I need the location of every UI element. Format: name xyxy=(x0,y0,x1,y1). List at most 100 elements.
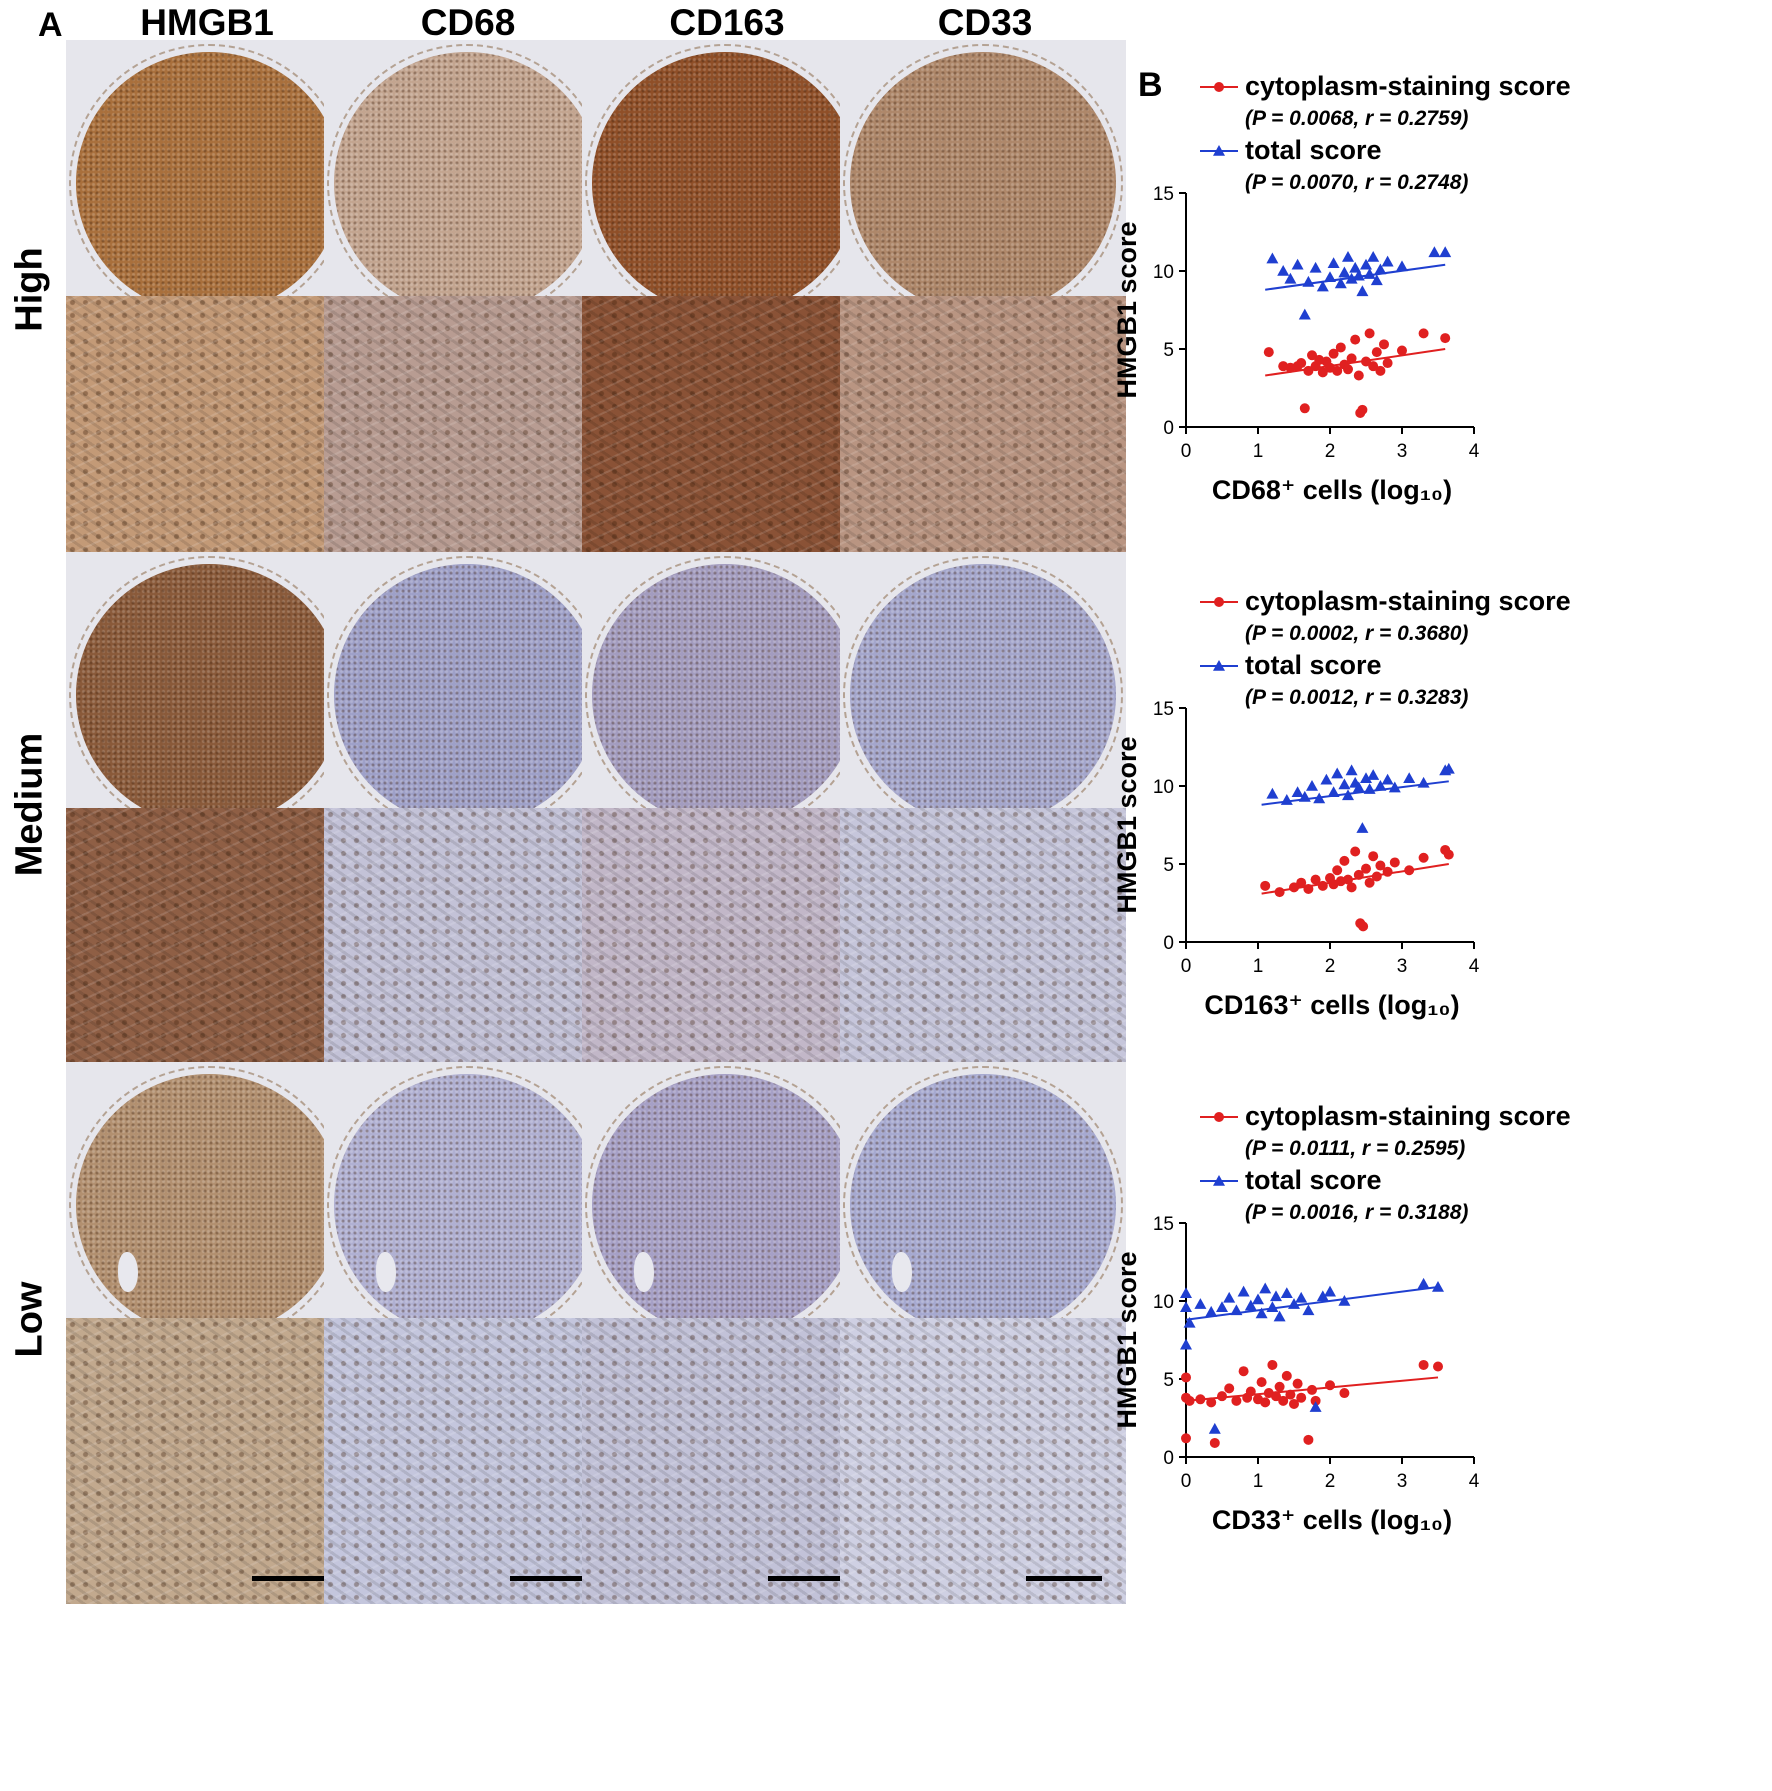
data-point xyxy=(1291,786,1304,798)
data-point xyxy=(1381,773,1394,785)
column-header-hmgb1: HMGB1 xyxy=(140,2,274,43)
regression-line xyxy=(1185,1285,1439,1321)
data-point xyxy=(1303,365,1314,376)
data-point xyxy=(1371,347,1382,358)
data-point xyxy=(1327,257,1340,268)
micrograph-high-cd68-zoom xyxy=(324,296,610,582)
data-point xyxy=(1252,1293,1264,1305)
micrograph-medium-cd163-zoom xyxy=(582,808,868,1094)
data-point xyxy=(1418,1359,1429,1370)
y-tick-label: 0 xyxy=(1163,933,1174,954)
y-tick-label: 5 xyxy=(1163,1370,1174,1391)
data-point xyxy=(1255,1307,1268,1319)
data-point xyxy=(1224,1383,1235,1394)
y-tick-label: 0 xyxy=(1163,1448,1174,1469)
data-point xyxy=(1350,334,1361,345)
data-point xyxy=(1327,786,1340,798)
data-point xyxy=(1334,277,1347,289)
data-point xyxy=(1356,822,1369,833)
legend-marker xyxy=(1214,1112,1224,1122)
data-point xyxy=(1270,1290,1282,1302)
data-point xyxy=(1184,1395,1195,1406)
panel-b-label: B xyxy=(1138,66,1163,104)
data-point xyxy=(1317,367,1328,378)
data-point xyxy=(1289,1398,1299,1409)
data-point xyxy=(1346,353,1357,364)
data-point xyxy=(1338,1295,1351,1306)
micrograph-medium-cd68-core xyxy=(324,552,610,838)
data-point xyxy=(1439,246,1452,258)
legend-marker xyxy=(1214,82,1224,92)
y-tick-label: 15 xyxy=(1153,1214,1174,1235)
data-point xyxy=(1361,863,1371,874)
y-tick-label: 10 xyxy=(1153,1292,1174,1313)
x-axis-label: CD163⁺ cells (log₁₀) xyxy=(1204,990,1459,1020)
data-point xyxy=(1367,250,1380,262)
data-point xyxy=(1280,794,1293,805)
x-tick-label: 0 xyxy=(1181,1471,1192,1492)
micrograph-low-cd163-core xyxy=(582,1062,868,1348)
legend-label: cytoplasm-staining score xyxy=(1245,586,1571,616)
data-point xyxy=(1181,1433,1191,1444)
data-point xyxy=(1302,275,1315,287)
data-point xyxy=(1349,261,1362,273)
x-tick-label: 3 xyxy=(1397,441,1408,462)
data-point xyxy=(1292,1378,1303,1389)
micrograph-low-cd33-zoom xyxy=(840,1318,1126,1604)
legend-marker xyxy=(1213,145,1225,156)
data-point xyxy=(1360,772,1372,783)
legend-label: total score xyxy=(1245,135,1382,165)
scale-bar xyxy=(252,1576,328,1581)
data-point xyxy=(1296,877,1307,888)
row-header-medium: Medium xyxy=(8,732,51,877)
data-point xyxy=(1342,250,1354,262)
y-tick-label: 15 xyxy=(1153,699,1174,720)
data-point xyxy=(1260,1397,1271,1408)
data-point xyxy=(1267,1359,1278,1370)
data-point xyxy=(1338,266,1351,278)
y-tick-label: 15 xyxy=(1153,184,1174,205)
data-point xyxy=(1273,1310,1286,1322)
data-point xyxy=(1266,252,1279,264)
micrograph-high-hmgb1-zoom xyxy=(66,296,352,582)
data-point xyxy=(1371,871,1382,882)
data-point xyxy=(1370,274,1383,286)
data-point xyxy=(1342,789,1354,801)
data-point xyxy=(1316,280,1329,292)
legend-marker xyxy=(1213,1175,1225,1186)
data-point xyxy=(1284,272,1297,284)
data-point xyxy=(1382,358,1393,369)
data-point xyxy=(1375,365,1386,376)
micrograph-low-hmgb1-core xyxy=(66,1062,352,1348)
data-point xyxy=(1442,762,1455,774)
data-point xyxy=(1363,783,1376,794)
data-point xyxy=(1299,403,1310,414)
data-point xyxy=(1316,1290,1329,1302)
data-point xyxy=(1281,1370,1292,1381)
micrograph-low-cd33-core xyxy=(840,1062,1126,1348)
data-point xyxy=(1358,921,1369,932)
data-point xyxy=(1428,246,1441,258)
x-axis-label: CD33⁺ cells (log₁₀) xyxy=(1212,1505,1452,1535)
data-point xyxy=(1432,1280,1444,1292)
x-tick-label: 3 xyxy=(1397,956,1408,977)
legend-statistics: (P = 0.0002, r = 0.3680) xyxy=(1245,622,1468,645)
data-point xyxy=(1285,1389,1296,1400)
data-point xyxy=(1364,877,1375,888)
x-axis-label: CD68⁺ cells (log₁₀) xyxy=(1212,475,1452,505)
legend-label: total score xyxy=(1245,1165,1382,1195)
data-point xyxy=(1223,1291,1236,1303)
micrograph-low-cd68-zoom xyxy=(324,1318,610,1604)
micrograph-high-cd33-core xyxy=(840,40,1126,326)
row-header-low: Low xyxy=(8,1281,51,1358)
x-tick-label: 1 xyxy=(1253,441,1264,462)
data-point xyxy=(1298,790,1311,802)
legend-label: total score xyxy=(1245,650,1382,680)
data-point xyxy=(1343,874,1353,885)
y-tick-label: 10 xyxy=(1153,777,1174,798)
y-tick-label: 10 xyxy=(1153,262,1174,283)
x-tick-label: 2 xyxy=(1325,441,1336,462)
data-point xyxy=(1244,1299,1257,1311)
data-point xyxy=(1417,1277,1430,1289)
column-header-cd33: CD33 xyxy=(937,2,1033,43)
